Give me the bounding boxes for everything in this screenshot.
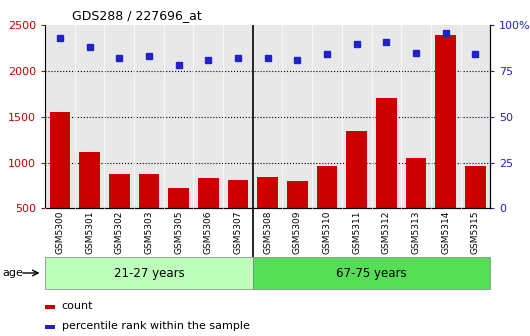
Bar <box>168 188 189 208</box>
Bar <box>287 181 308 208</box>
Text: GSM5305: GSM5305 <box>174 211 183 254</box>
Text: percentile rank within the sample: percentile rank within the sample <box>61 321 250 331</box>
Text: GSM5312: GSM5312 <box>382 211 391 254</box>
Text: GSM5300: GSM5300 <box>56 211 64 254</box>
Text: GSM5311: GSM5311 <box>352 211 361 254</box>
Text: GSM5309: GSM5309 <box>293 211 302 254</box>
Text: GSM5301: GSM5301 <box>85 211 94 254</box>
Text: GDS288 / 227696_at: GDS288 / 227696_at <box>72 9 201 22</box>
Text: GSM5314: GSM5314 <box>441 211 450 254</box>
Text: age: age <box>3 268 23 278</box>
Bar <box>346 131 367 208</box>
Text: 67-75 years: 67-75 years <box>336 266 407 280</box>
Text: GSM5308: GSM5308 <box>263 211 272 254</box>
Bar <box>257 177 278 208</box>
Text: GSM5307: GSM5307 <box>234 211 242 254</box>
Bar <box>253 257 490 289</box>
Bar <box>465 166 486 208</box>
Bar <box>49 112 70 208</box>
Text: GSM5302: GSM5302 <box>115 211 123 254</box>
Bar <box>45 257 253 289</box>
Text: count: count <box>61 301 93 310</box>
Bar <box>227 180 249 208</box>
Bar <box>45 325 55 329</box>
Text: GSM5303: GSM5303 <box>145 211 153 254</box>
Bar <box>435 35 456 208</box>
Bar <box>45 305 55 309</box>
Text: GSM5313: GSM5313 <box>412 211 420 254</box>
Bar <box>109 173 130 208</box>
Text: GSM5306: GSM5306 <box>204 211 213 254</box>
Text: GSM5310: GSM5310 <box>323 211 331 254</box>
Bar <box>138 174 160 208</box>
Bar <box>405 158 427 208</box>
Bar <box>198 178 219 208</box>
Text: GSM5315: GSM5315 <box>471 211 480 254</box>
Bar <box>316 166 338 208</box>
Text: 21-27 years: 21-27 years <box>113 266 184 280</box>
Bar <box>79 152 100 208</box>
Bar <box>376 98 397 208</box>
